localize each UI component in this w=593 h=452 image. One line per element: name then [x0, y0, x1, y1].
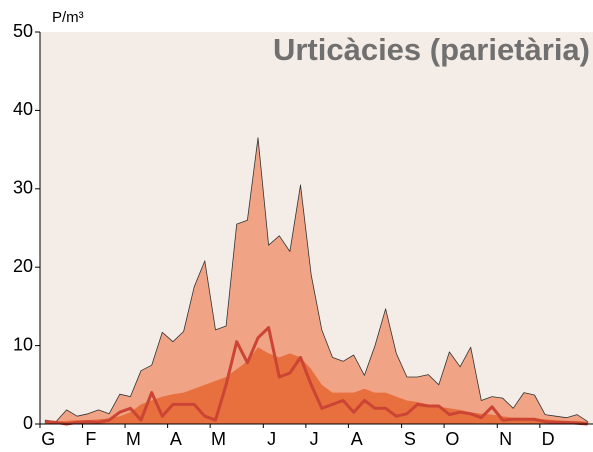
y-axis-label: P/m³	[52, 9, 84, 26]
x-tick-label: J	[267, 429, 276, 449]
x-tick-label: N	[499, 429, 512, 449]
x-tick-label: A	[170, 429, 182, 449]
chart-title: Urticàcies (parietària)	[273, 32, 590, 67]
x-tick-label: M	[211, 429, 226, 449]
x-tick-label: G	[41, 429, 55, 449]
y-tick-label: 0	[23, 413, 33, 433]
y-tick-label: 40	[13, 99, 33, 119]
x-tick-label: A	[351, 429, 363, 449]
series-area	[44, 137, 589, 425]
x-tick-label: O	[445, 429, 459, 449]
series-line	[45, 326, 588, 426]
y-tick-label: 30	[13, 178, 33, 198]
y-tick-label: 20	[13, 256, 33, 276]
x-tick-label: D	[542, 429, 555, 449]
x-tick-label: S	[404, 429, 416, 449]
y-tick-label: 50	[13, 21, 33, 41]
x-tick-label: F	[85, 429, 96, 449]
y-tick-label: 10	[13, 334, 33, 354]
x-tick-label: J	[310, 429, 319, 449]
x-tick-label: M	[126, 429, 141, 449]
